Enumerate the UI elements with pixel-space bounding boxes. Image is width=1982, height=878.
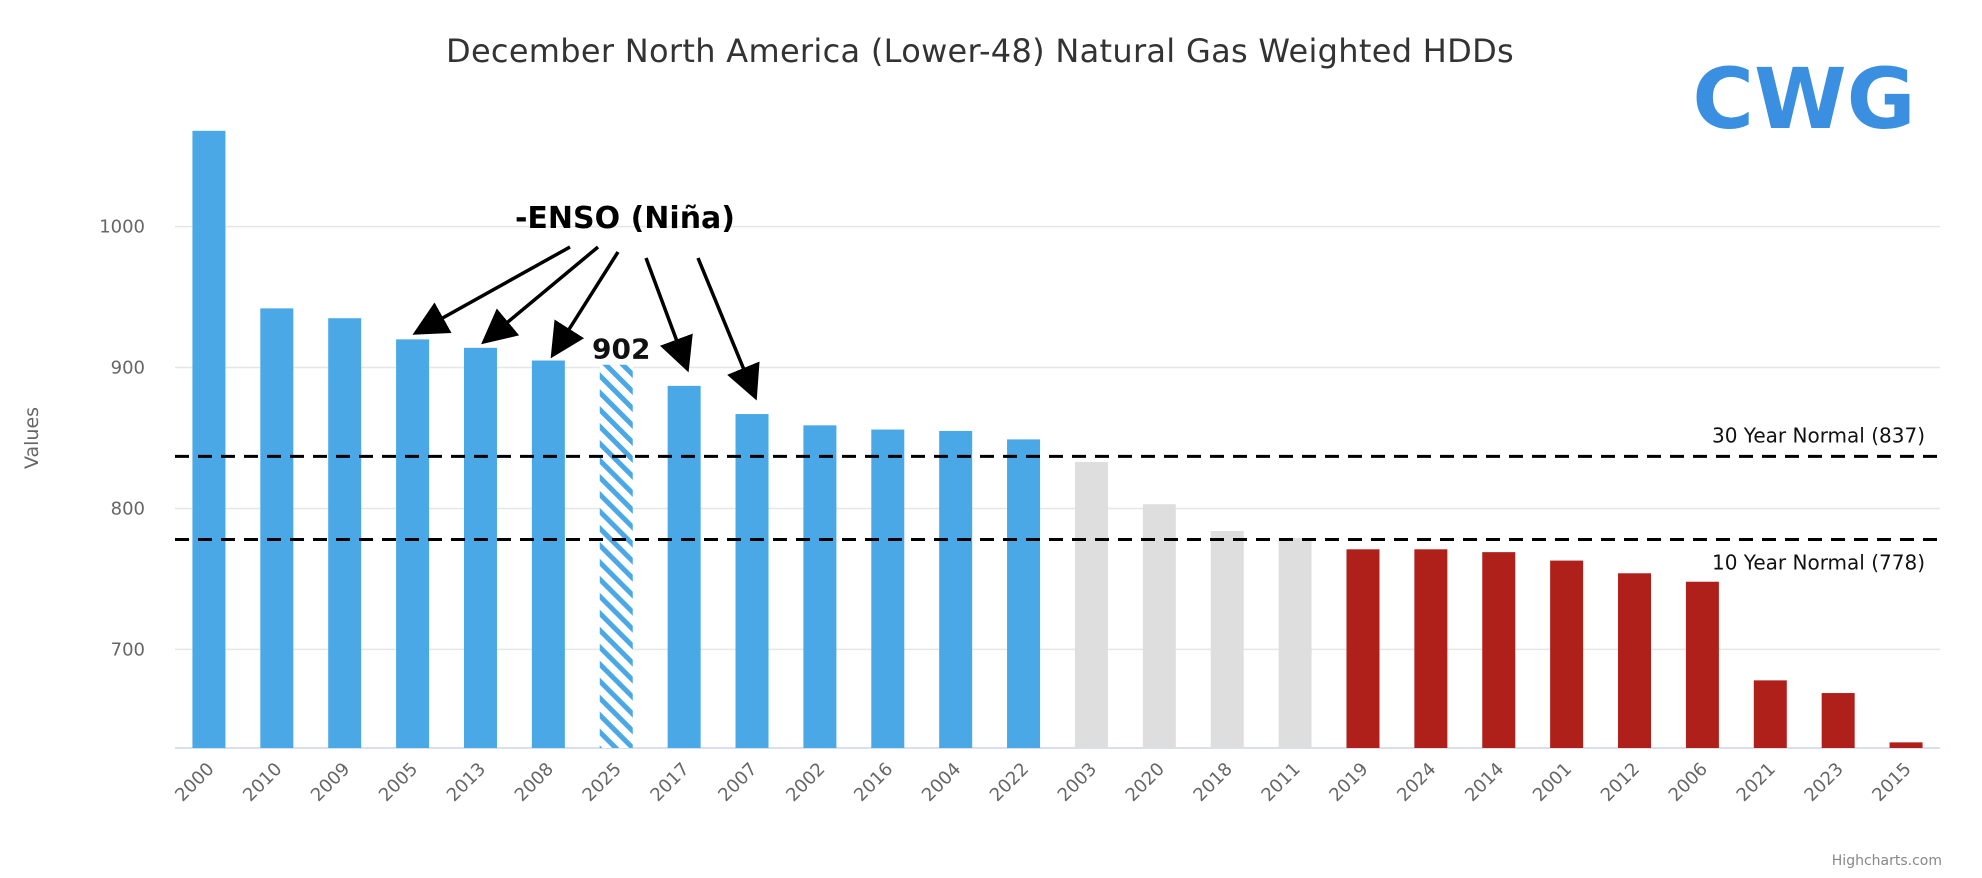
y-tick-label: 900 <box>111 358 145 379</box>
bar-2024[interactable] <box>1414 549 1448 748</box>
x-tick-label: 2005 <box>375 759 422 806</box>
bar-2001[interactable] <box>1550 560 1584 748</box>
bar-2021[interactable] <box>1753 680 1787 748</box>
bar-2008[interactable] <box>531 360 565 749</box>
chart-title: December North America (Lower-48) Natura… <box>446 32 1514 70</box>
reference-lines: 30 Year Normal (837) 10 Year Normal (778) <box>175 423 1940 574</box>
bar-2005[interactable] <box>396 339 430 748</box>
x-tick-label: 2017 <box>646 759 693 806</box>
bar-2025[interactable] <box>599 364 633 748</box>
bars <box>192 130 1923 749</box>
bar-2018[interactable] <box>1210 531 1244 748</box>
x-tick-label: 2010 <box>239 759 286 806</box>
cwg-logo: CWG <box>1692 50 1915 148</box>
x-tick-label: 2012 <box>1597 759 1644 806</box>
bar-2000[interactable] <box>192 130 226 748</box>
bar-2002[interactable] <box>803 425 837 748</box>
x-tick-label: 2014 <box>1461 759 1508 806</box>
x-axis-ticks: 2000 2010 2009 2005 2013 2008 2025 2017 2007 2002… <box>171 759 1915 806</box>
x-tick-label: 2025 <box>579 759 626 806</box>
x-tick-label: 2019 <box>1325 759 1372 806</box>
reference-line-label: 10 Year Normal (778) <box>1712 550 1925 574</box>
enso-arrow <box>550 251 620 359</box>
enso-arrow <box>412 245 571 335</box>
x-tick-label: 2011 <box>1257 759 1304 806</box>
gridlines <box>175 225 1940 749</box>
x-tick-label: 2009 <box>307 759 354 806</box>
bar-2019[interactable] <box>1346 549 1380 748</box>
y-tick-label: 1000 <box>99 217 145 238</box>
x-tick-label: 2021 <box>1733 759 1780 806</box>
bar-2014[interactable] <box>1482 552 1516 748</box>
x-tick-label: 2024 <box>1393 759 1440 806</box>
x-tick-label: 2020 <box>1122 759 1169 806</box>
enso-annotation-label: -ENSO (Niña) <box>515 201 735 236</box>
x-tick-label: 2023 <box>1800 759 1847 806</box>
forecast-value-label: 902 <box>592 333 650 366</box>
x-tick-label: 2018 <box>1190 759 1237 806</box>
y-tick-label: 800 <box>111 498 145 519</box>
bar-2022[interactable] <box>1007 439 1041 748</box>
enso-arrow <box>481 245 600 345</box>
bar-2015[interactable] <box>1889 742 1923 748</box>
x-tick-label: 2016 <box>850 759 897 806</box>
enso-arrow <box>696 257 760 401</box>
bar-2016[interactable] <box>871 429 905 748</box>
x-tick-label: 2022 <box>986 759 1033 806</box>
enso-arrow <box>644 257 693 373</box>
y-tick-label: 700 <box>111 639 145 660</box>
x-tick-label: 2003 <box>1054 759 1101 806</box>
bar-2012[interactable] <box>1618 573 1652 748</box>
x-tick-label: 2015 <box>1868 759 1915 806</box>
annotation: 902 -ENSO (Niña) <box>412 201 760 401</box>
bar-2010[interactable] <box>260 308 294 748</box>
x-tick-label: 2002 <box>782 759 829 806</box>
x-tick-label: 2008 <box>511 759 558 806</box>
x-tick-label: 2007 <box>714 759 761 806</box>
bar-2004[interactable] <box>939 430 973 748</box>
y-axis-ticks: 700 800 900 1000 <box>99 217 145 661</box>
x-tick-label: 2013 <box>443 759 490 806</box>
bar-2009[interactable] <box>328 318 362 748</box>
x-tick-label: 2000 <box>171 759 218 806</box>
reference-line-label: 30 Year Normal (837) <box>1712 423 1925 447</box>
highcharts-credit[interactable]: Highcharts.com <box>1832 853 1942 869</box>
bar-2011[interactable] <box>1278 538 1312 748</box>
y-axis-label: Values <box>21 407 43 469</box>
x-tick-label: 2004 <box>918 759 965 806</box>
bar-2003[interactable] <box>1074 461 1108 748</box>
cwg-logo-text: CWG <box>1692 50 1915 148</box>
bar-2023[interactable] <box>1821 693 1855 748</box>
x-tick-label: 2006 <box>1665 759 1712 806</box>
bar-2013[interactable] <box>463 347 497 748</box>
bar-2007[interactable] <box>735 414 769 748</box>
bar-2020[interactable] <box>1142 504 1176 748</box>
x-tick-label: 2001 <box>1529 759 1576 806</box>
bar-2006[interactable] <box>1685 581 1719 748</box>
bar-2017[interactable] <box>667 385 701 748</box>
